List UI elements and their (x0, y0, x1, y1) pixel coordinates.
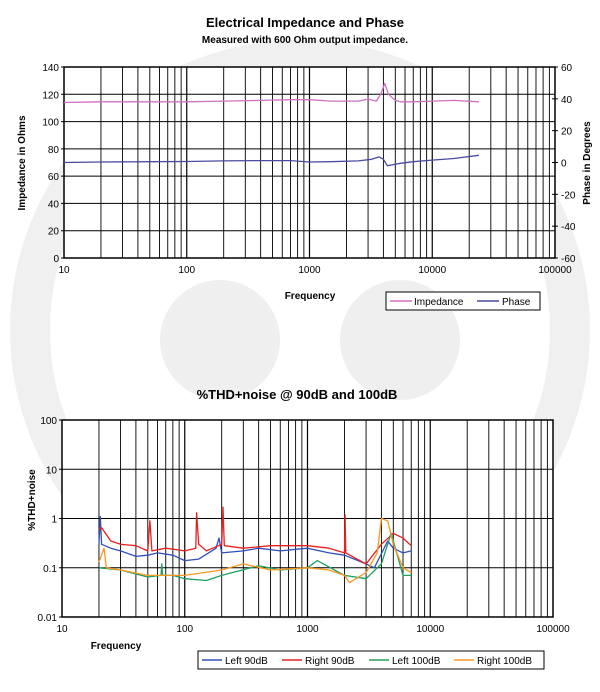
x-tick-label: 1000 (296, 624, 319, 635)
x-tick-label: 10000 (418, 265, 446, 276)
y-tick-label: 10 (46, 465, 58, 476)
y-tick-label: 140 (42, 63, 59, 74)
y-tick-label: 100 (40, 416, 57, 427)
y2-tick-label: -40 (561, 222, 576, 233)
x-tick-label: 100000 (538, 265, 572, 276)
legend-label-impedance: Impedance (414, 297, 464, 308)
y2-tick-label: -20 (561, 190, 576, 201)
chart1-y-axis-label: Impedance in Ohms (17, 115, 28, 210)
y2-tick-label: 60 (561, 63, 573, 74)
legend-label-left-100db: Left 100dB (392, 656, 441, 667)
y-tick-label: 20 (48, 227, 60, 238)
chart1-subtitle: Measured with 600 Ohm output impedance. (202, 35, 408, 46)
y-tick-label: 60 (48, 172, 60, 183)
chart2-tick-labels: 10 100 1000 10000 100000 (56, 624, 570, 635)
series-line-left-100db (98, 532, 412, 582)
y-tick-label: 120 (42, 90, 59, 101)
chart1-tick-labels: 10 100 1000 10000 100000 (58, 265, 572, 276)
x-tick-label: 10000 (416, 624, 444, 635)
y-tick-label: 100 (42, 118, 59, 129)
legend-label-right-90db: Right 90dB (305, 656, 355, 667)
chart2-title: %THD+noise @ 90dB and 100dB (197, 387, 398, 402)
chart2-grid (59, 419, 554, 618)
y2-tick-label: 0 (561, 159, 567, 170)
legend-box (385, 291, 541, 311)
chart2-y-tick-labels: 0.01 0.1 1 10 100 (38, 416, 58, 624)
x-tick-label: 10 (56, 624, 68, 635)
legend-label-right-100db: Right 100dB (477, 656, 532, 667)
y2-tick-label: 40 (561, 95, 573, 106)
chart1-y-tick-labels: 0 20 40 60 80 100 120 140 (42, 63, 59, 265)
y-tick-label: 0 (53, 254, 59, 265)
chart1-x-axis-label: Frequency (285, 291, 336, 302)
y2-tick-label: -60 (561, 254, 576, 265)
y-tick-label: 1 (51, 515, 57, 526)
chart1-series (63, 82, 479, 167)
legend-label-left-90db: Left 90dB (225, 656, 268, 667)
x-tick-label: 100000 (536, 624, 570, 635)
chart2-series (98, 506, 412, 584)
chart1-y2-tick-labels: -60 -40 -20 0 20 40 60 (561, 63, 576, 265)
x-tick-label: 100 (176, 624, 193, 635)
x-tick-label: 100 (178, 265, 195, 276)
series-line-right-100db (98, 517, 412, 584)
series-line-phase (63, 154, 479, 167)
series-line-impedance (63, 82, 479, 104)
chart1-title: Electrical Impedance and Phase (206, 15, 404, 30)
chart1-y2-axis-label: Phase in Degrees (582, 121, 593, 205)
chart2-x-axis-label: Frequency (91, 641, 142, 652)
x-tick-label: 10 (58, 265, 70, 276)
legend-label-phase: Phase (502, 297, 531, 308)
y2-tick-label: 20 (561, 127, 573, 138)
y-tick-label: 40 (48, 199, 60, 210)
chart2-y-axis-label: %THD+noise (27, 469, 38, 531)
y-tick-label: 80 (48, 145, 60, 156)
chart1-legend: Impedance Phase (385, 291, 541, 311)
chart2-legend: Left 90dB Right 90dB Left 100dB Right 10… (197, 650, 545, 670)
x-tick-label: 1000 (298, 265, 321, 276)
y-tick-label: 0.01 (38, 613, 58, 624)
series-line-right-90db (98, 506, 412, 565)
y-tick-label: 0.1 (43, 564, 57, 575)
